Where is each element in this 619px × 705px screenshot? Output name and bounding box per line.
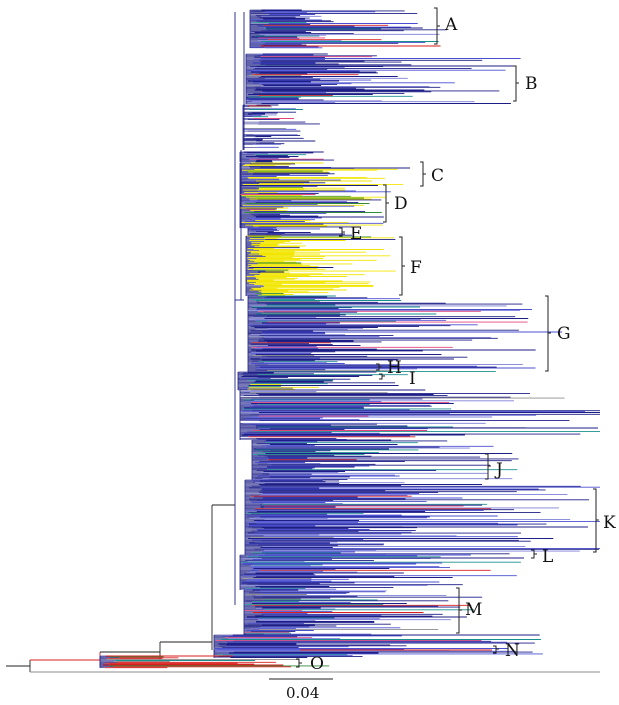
clade-bracket-l: [531, 549, 537, 559]
clade-label-i: I: [409, 369, 416, 389]
clade-label-f: F: [410, 258, 422, 278]
clade-label-a: A: [444, 15, 458, 35]
clade-label-c: C: [431, 166, 444, 186]
clade-bracket-i: [379, 373, 385, 380]
clade-bracket-m: [456, 587, 462, 634]
clade-label-j: J: [494, 460, 503, 480]
clade-label-l: L: [542, 547, 553, 567]
clade-label-m: M: [465, 600, 482, 620]
clade-label-e: E: [350, 224, 362, 244]
clade-bracket-e: [339, 227, 345, 237]
clade-label-d: D: [394, 194, 408, 214]
clade-bracket-j: [485, 453, 491, 480]
scale-bar-label: 0.04: [286, 684, 319, 702]
clade-bracket-b: [513, 65, 519, 102]
clade-bracket-k: [593, 488, 599, 553]
clade-label-o: O: [310, 654, 324, 674]
clade-bracket-o: [296, 658, 302, 668]
tree-branches: [6, 9, 600, 673]
clade-brackets: [296, 7, 599, 668]
scale-bar: 0.04: [269, 678, 333, 702]
clade-bracket-f: [399, 236, 405, 296]
clade-label-b: B: [525, 74, 538, 94]
clade-labels: A B C D E F G H I J K L M N O: [310, 15, 616, 674]
clade-label-n: N: [505, 641, 520, 661]
clade-bracket-d: [383, 184, 389, 223]
clade-label-k: K: [603, 513, 616, 533]
clade-bracket-c: [420, 161, 426, 187]
clade-label-g: G: [557, 324, 571, 344]
clade-bracket-n: [493, 645, 499, 654]
clade-label-h: H: [387, 358, 402, 378]
clade-bracket-a: [434, 7, 440, 45]
clade-bracket-g: [545, 295, 551, 372]
clade-bracket-h: [376, 363, 382, 371]
